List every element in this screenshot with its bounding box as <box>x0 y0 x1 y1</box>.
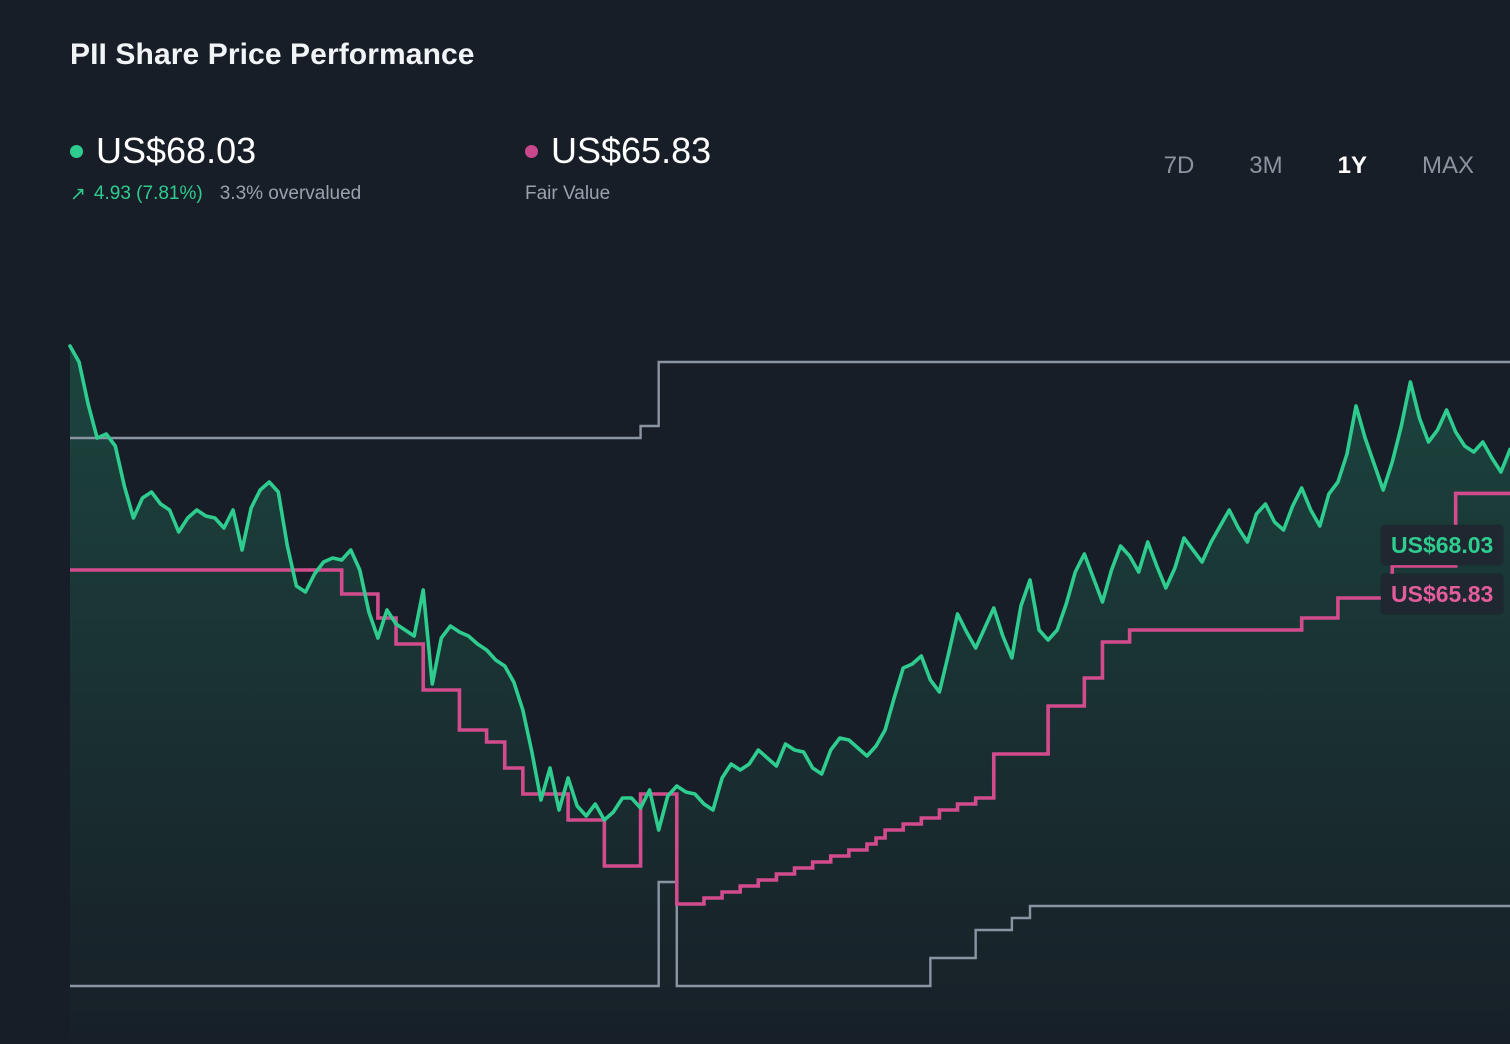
fair-value-amount: US$65.83 <box>551 130 712 171</box>
price-chart-svg <box>68 344 1510 1044</box>
page-title: PII Share Price Performance <box>70 38 475 71</box>
fair-value-line <box>70 491 1510 906</box>
range-tab-7d[interactable]: 7D <box>1163 152 1195 179</box>
range-tab-3m[interactable]: 3M <box>1249 152 1283 179</box>
fair-value-row: Fair Value <box>525 183 711 205</box>
legend-price-main: US$68.03 <box>70 128 361 174</box>
price-change-value: 4.93 (7.81%) <box>93 183 203 204</box>
trend-up-arrow-icon: ↗ <box>70 184 86 205</box>
valuation-status: 3.3% overvalued <box>219 183 362 204</box>
price-area-fill <box>70 346 1510 1044</box>
range-tab-max[interactable]: MAX <box>1421 152 1474 179</box>
reference-upper-line <box>70 360 1510 440</box>
time-range-selector[interactable]: 7D 3M 1Y MAX <box>1164 152 1474 180</box>
chart-legend: US$68.03 ↗ 4.93 (7.81%) 3.3% overvalued … <box>70 128 1470 228</box>
reference-lower-line <box>70 880 1510 988</box>
price-value-tag: US$68.03 <box>1381 525 1504 565</box>
price-line <box>68 344 1510 832</box>
fair-value-tag: US$65.83 <box>1381 574 1504 614</box>
range-tab-1y[interactable]: 1Y <box>1337 152 1367 179</box>
current-price-value: US$68.03 <box>96 130 257 171</box>
fair-value-label: Fair Value <box>525 183 611 204</box>
price-chart[interactable]: US$68.03 US$65.83 <box>0 240 1510 1044</box>
legend-fair-main: US$65.83 <box>525 128 711 174</box>
legend-fair-block: US$65.83 Fair Value <box>525 128 711 205</box>
price-series-dot-icon <box>70 144 83 158</box>
price-change-row: ↗ 4.93 (7.81%) 3.3% overvalued <box>70 183 361 205</box>
fair-value-series-dot-icon <box>525 144 538 158</box>
legend-price-block: US$68.03 ↗ 4.93 (7.81%) 3.3% overvalued <box>70 128 361 205</box>
